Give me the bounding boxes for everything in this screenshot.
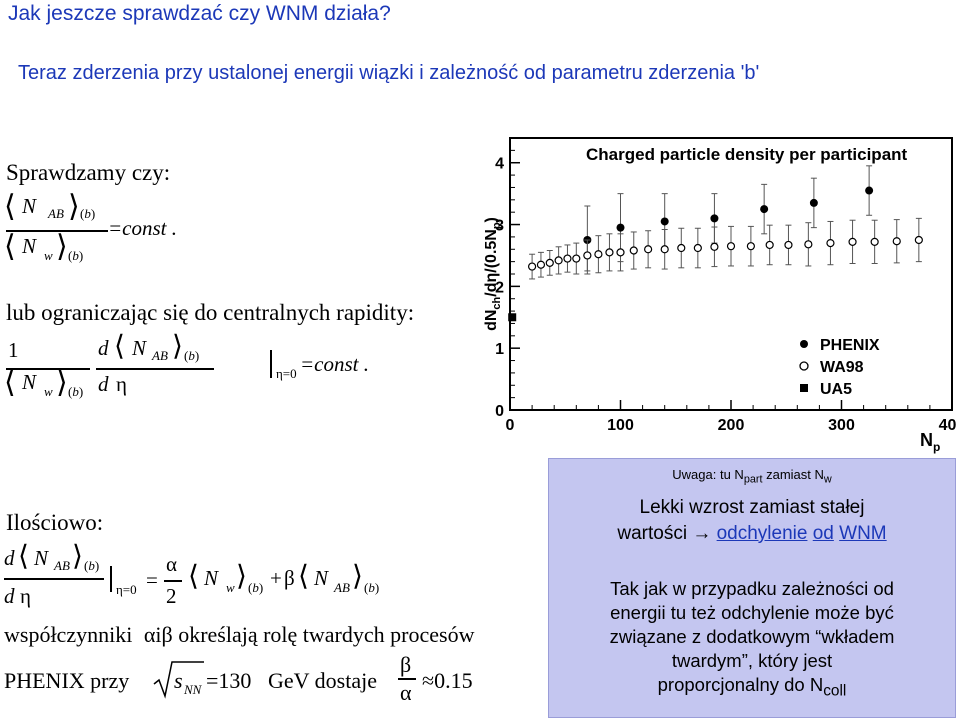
link-wnm[interactable]: WNM [839,523,887,544]
wa98-point [594,250,603,259]
central-label: lub ograniczając się do centralnych rapi… [6,300,415,325]
legend-label-wa98: WA98 [820,359,864,376]
arrow-icon: → [692,523,712,544]
slide-subtitle: Teraz zderzenia przy ustalonej energii w… [18,62,760,84]
x-tick-label: 400 [939,417,956,434]
plot-svg: 0 100 200 300 400 0 1 2 3 4 Charged particle dens… [483,137,959,454]
plot-title: Charged particle density per participant [586,145,908,164]
ua5-point [508,313,517,322]
y-axis-label: dNch/dη/(0.5Np) [483,217,503,331]
y-tick-label: 1 [495,341,504,358]
y-tick-label: 0 [495,403,504,420]
link-odchylenie[interactable]: odchylenie [716,523,808,544]
link-od[interactable]: od [812,523,834,544]
x-tick-label: 200 [718,417,745,434]
coeff-line: współczynniki αiβ określają rolę twardyc… [4,622,475,647]
legend-marker-wa98 [799,361,809,371]
wa98-point [563,254,572,263]
wa98-point [914,235,923,245]
x-tick-label: 300 [828,417,855,434]
x-axis-label: Np [920,430,940,454]
wa98-point [892,237,901,246]
wa98-point [660,245,669,254]
legend-label-phenix: PHENIX [820,337,880,354]
legend-marker-ua5 [800,384,808,392]
phenix-point [809,198,818,207]
wa98-point [545,258,554,267]
wa98-point [629,246,638,255]
x-tick-label: 0 [506,417,515,434]
wa98-point [644,245,653,254]
phenix-line: PHENIX przy s NN =130 GeV dostaje β α ≈0… [4,652,473,705]
check-label: Sprawdzamy czy: [6,160,171,185]
wa98-point [527,262,537,271]
note-box: Uwaga: tu Npart zamiast Nw Lekki wzrost … [548,458,956,718]
wa98-point [605,248,614,257]
x-tick-label: 100 [607,417,634,434]
y-tick-label: 3 [495,218,504,235]
phenix-point [616,223,625,232]
wa98-point [826,238,835,248]
quant-label: Ilościowo: [6,510,104,535]
note-hint: Uwaga: tu Npart zamiast Nw [672,467,832,486]
note-main: Lekki wzrost zamiast stałej wartości → o… [617,497,887,544]
wa98-point [726,242,736,251]
plot-figure: 0 100 200 300 400 0 1 2 3 4 Charged particle dens… [476,126,959,456]
wa98-point [765,240,774,250]
wa98-point [536,260,546,269]
sqrt-symbol [153,661,204,699]
legend-marker-phenix [800,340,808,348]
legend-label-ua5: UA5 [820,381,852,398]
phenix-point [660,217,669,226]
note-body: Tak jak w przypadku zależności od energi… [609,578,895,700]
wa98-point [572,254,581,263]
wa98-point [583,251,592,260]
phenix-point [710,214,719,223]
slide-title: Jak jeszcze sprawdzać czy WNM działa? [8,2,391,25]
wa98-point [746,242,755,251]
wa98-point [804,240,813,249]
phenix-point [865,186,874,195]
phenix-point [760,205,769,214]
wa98-point [693,243,702,253]
wa98-point [616,248,625,257]
wa98-point [784,240,793,250]
wa98-point [848,237,857,246]
wa98-point [710,242,719,251]
y-tick-label: 2 [495,279,504,296]
wa98-point [870,237,879,246]
wa98-point [554,256,563,265]
plot-legend: PHENIX WA98 UA5 [799,337,880,398]
y-tick-label: 4 [495,156,504,173]
wa98-point [677,243,686,253]
